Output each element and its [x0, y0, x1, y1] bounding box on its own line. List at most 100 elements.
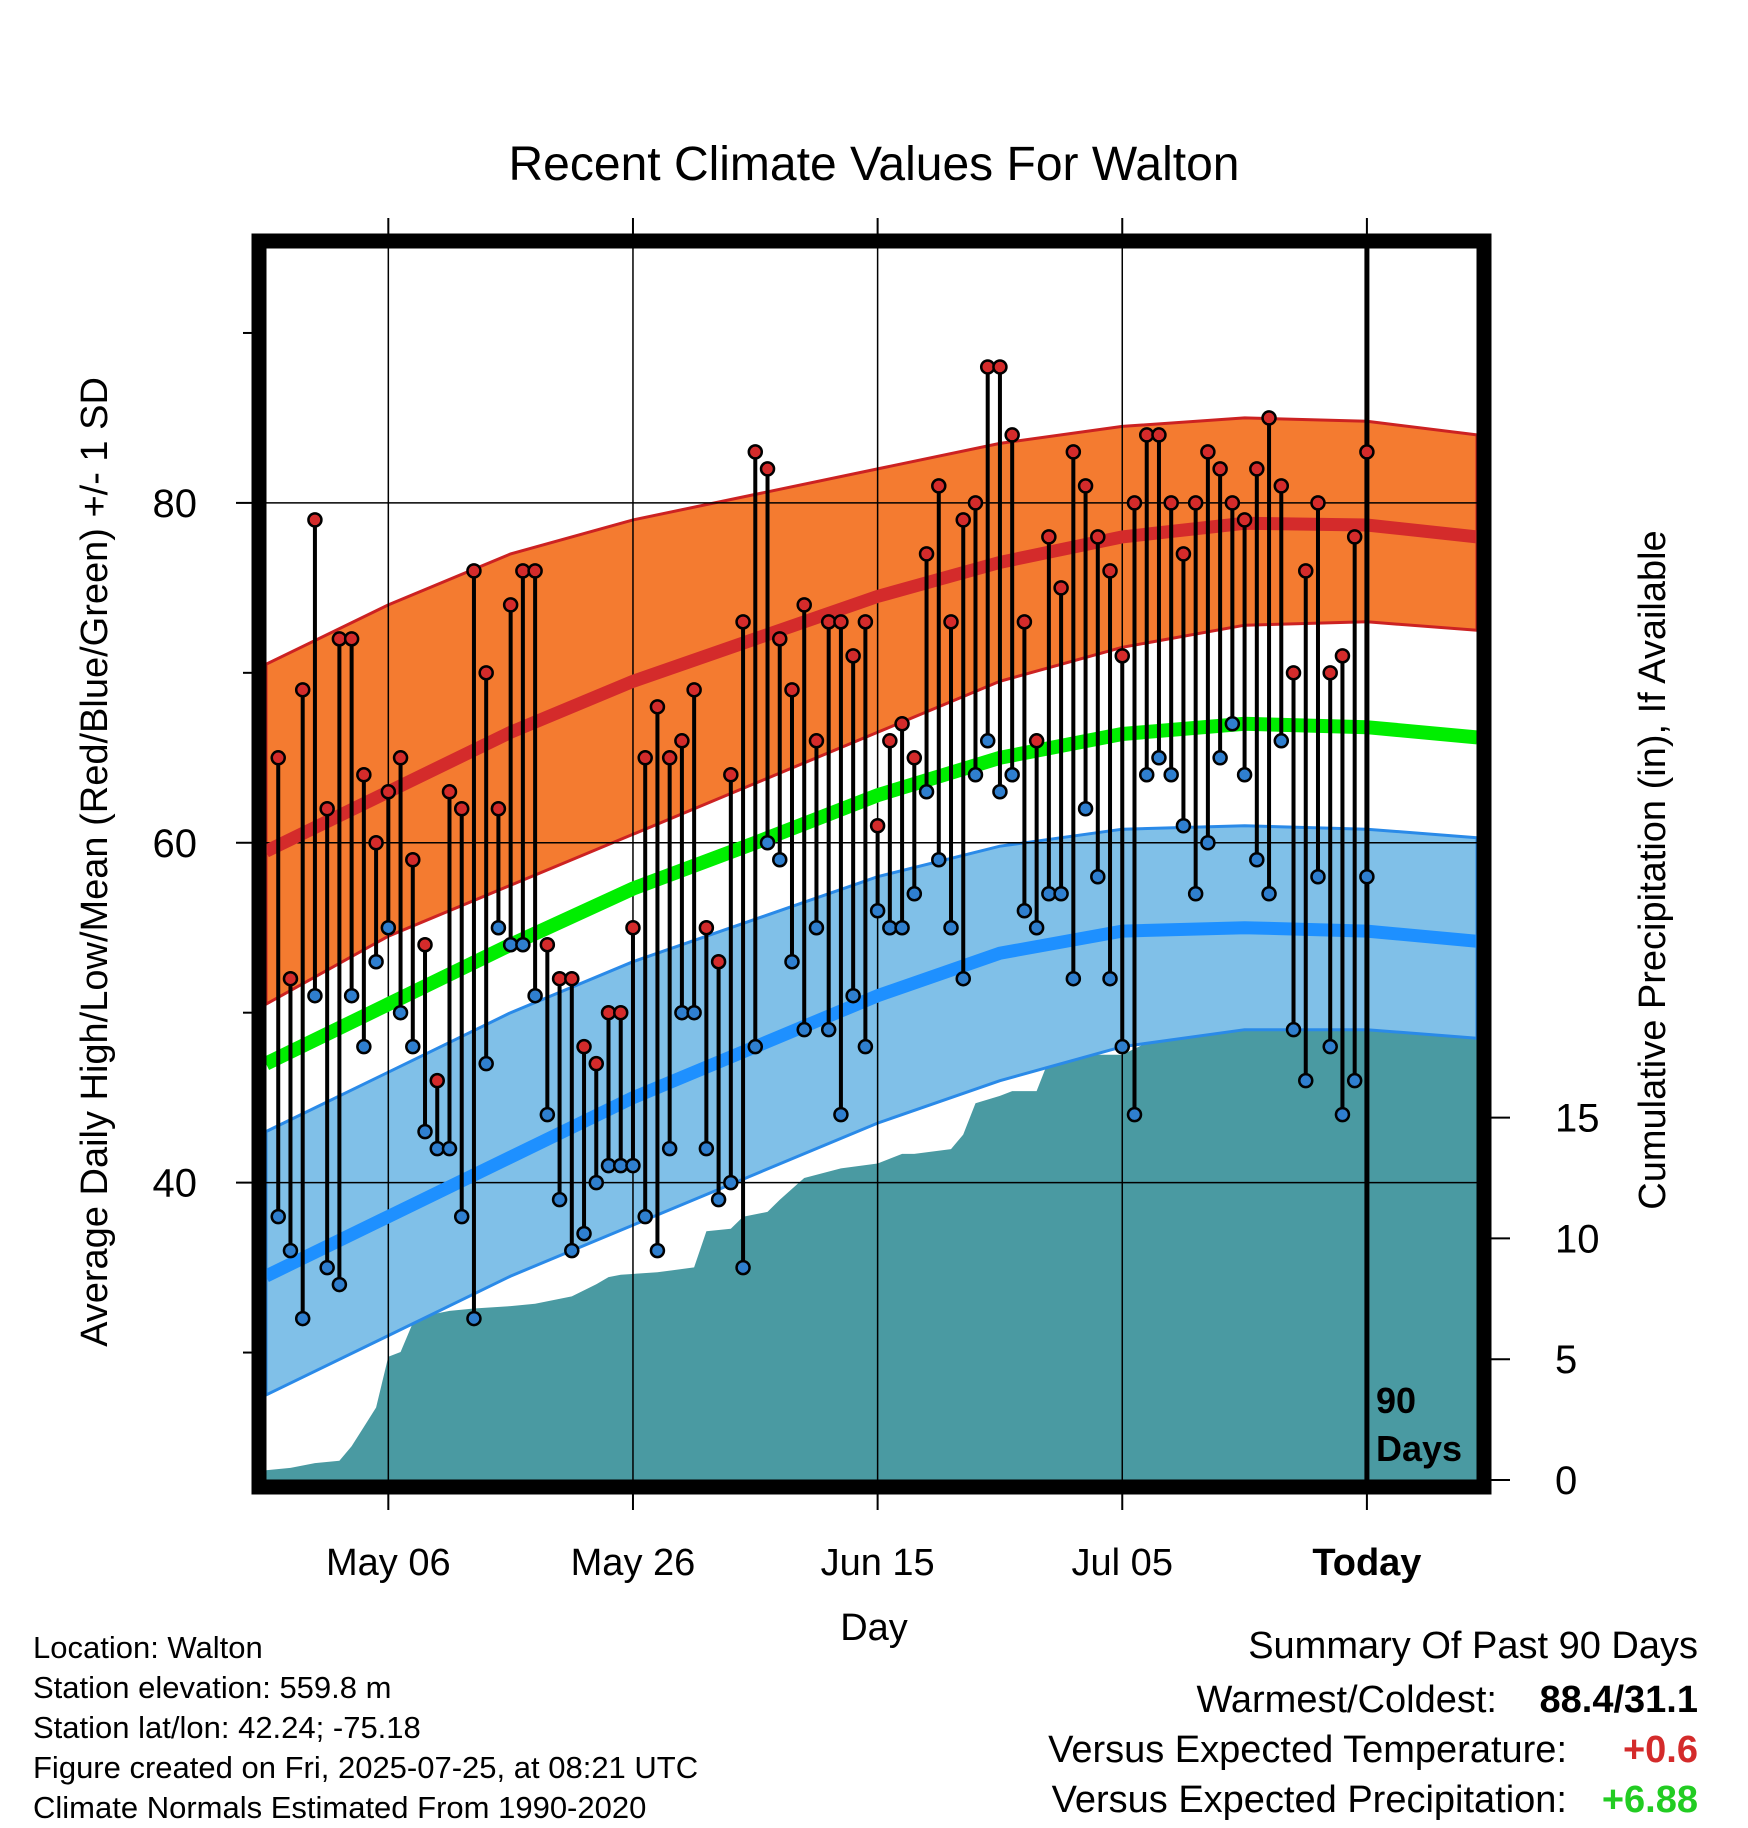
- low-point: [539, 1106, 556, 1123]
- low-point: [808, 919, 825, 936]
- y2-axis-label: Cumulative Precipitation (in), If Availa…: [1632, 530, 1674, 1209]
- low-point: [551, 1191, 568, 1208]
- low-point: [527, 987, 543, 1004]
- y2-tick-label: 15: [1555, 1097, 1600, 1141]
- low-point: [625, 1157, 641, 1174]
- warmest-value: 88.4/31.1: [1540, 1679, 1698, 1721]
- low-point: [270, 1208, 286, 1225]
- low-point: [661, 1140, 678, 1157]
- high-point: [649, 699, 666, 715]
- low-point: [1114, 1038, 1131, 1055]
- precip-label: Versus Expected Precipitation:: [1052, 1779, 1567, 1821]
- precip-value: +6.88: [1602, 1779, 1698, 1821]
- high-point: [1310, 495, 1326, 511]
- low-point: [918, 784, 935, 800]
- low-point: [466, 1310, 482, 1327]
- low-point: [857, 1038, 874, 1055]
- high-point: [1053, 580, 1069, 596]
- low-point: [453, 1208, 470, 1225]
- y-tick-label: 40: [153, 1162, 198, 1206]
- chart-title: Recent Climate Values For Walton: [509, 138, 1240, 191]
- low-point: [588, 1174, 605, 1191]
- low-point: [710, 1191, 727, 1208]
- high-point: [784, 682, 800, 698]
- temp-label: Versus Expected Temperature:: [1048, 1729, 1567, 1771]
- high-point: [747, 444, 764, 460]
- low-point: [1285, 1021, 1302, 1038]
- low-point: [796, 1021, 812, 1038]
- high-point: [1175, 546, 1192, 562]
- location-text: Location: Walton: [33, 1630, 263, 1665]
- low-point: [1126, 1106, 1143, 1123]
- high-point: [429, 1072, 446, 1089]
- high-point: [1077, 478, 1094, 494]
- high-point: [661, 750, 678, 766]
- high-point: [1200, 444, 1216, 460]
- daily-range-stems: [276, 366, 1369, 1319]
- low-point: [784, 953, 800, 970]
- high-point: [1212, 461, 1228, 477]
- low-point: [1065, 970, 1082, 987]
- high-point: [1346, 529, 1363, 545]
- high-point: [845, 648, 861, 664]
- plot-area: [266, 248, 1477, 1480]
- high-point: [967, 495, 984, 511]
- low-point: [1138, 767, 1155, 783]
- created-text: Figure created on Fri, 2025-07-25, at 08…: [33, 1750, 698, 1785]
- low-point: [1200, 835, 1216, 851]
- high-point: [380, 784, 397, 800]
- low-point: [943, 919, 959, 936]
- x-tick-label: Jun 15: [821, 1542, 935, 1584]
- high-point: [796, 597, 812, 613]
- low-point: [1346, 1072, 1363, 1089]
- low-point: [307, 987, 323, 1004]
- low-point: [1297, 1072, 1314, 1089]
- y2-tick-label: 0: [1555, 1459, 1577, 1503]
- low-point: [759, 835, 776, 851]
- low-point: [845, 987, 861, 1004]
- low-point: [747, 1038, 764, 1055]
- high-point: [931, 478, 947, 494]
- high-point: [735, 614, 751, 630]
- y-tick-label: 60: [153, 822, 198, 866]
- high-point: [417, 936, 433, 953]
- low-point: [392, 1004, 409, 1021]
- low-point: [1322, 1038, 1338, 1055]
- precipitation-area: [266, 996, 1477, 1480]
- latlon-text: Station lat/lon: 42.24; -75.18: [33, 1710, 421, 1745]
- high-point: [686, 682, 702, 698]
- low-point: [490, 919, 507, 936]
- plot-frame: [251, 233, 1492, 1495]
- low-point: [319, 1259, 335, 1276]
- low-point: [869, 902, 886, 919]
- elevation-text: Station elevation: 559.8 m: [33, 1670, 391, 1705]
- high-point: [723, 767, 739, 783]
- low-point: [1249, 852, 1265, 868]
- low-point: [1273, 733, 1290, 749]
- low-point: [343, 987, 360, 1004]
- low-point: [1359, 868, 1375, 885]
- low-point: [1077, 801, 1094, 817]
- high-point: [1028, 733, 1045, 749]
- station-info: Location: Walton Station elevation: 559.…: [33, 1630, 698, 1825]
- low-point: [1151, 750, 1167, 766]
- high-point: [674, 733, 690, 749]
- high-point: [1114, 648, 1131, 664]
- high-point: [955, 512, 971, 528]
- low-point: [1187, 885, 1204, 902]
- high-point: [1126, 495, 1143, 511]
- low-point: [894, 919, 910, 936]
- summary-title: Summary Of Past 90 Days: [1248, 1625, 1698, 1667]
- high-point: [502, 597, 519, 613]
- low-point: [1102, 970, 1118, 987]
- high-point: [576, 1038, 592, 1055]
- low-point: [1028, 919, 1045, 936]
- high-point: [833, 614, 849, 630]
- low-point: [723, 1174, 739, 1191]
- high-point: [1273, 478, 1290, 494]
- low-point: [356, 1038, 372, 1055]
- high-point: [710, 953, 727, 970]
- high-point: [1151, 427, 1167, 443]
- y2-tick-label: 5: [1555, 1338, 1577, 1382]
- low-point: [1236, 767, 1253, 783]
